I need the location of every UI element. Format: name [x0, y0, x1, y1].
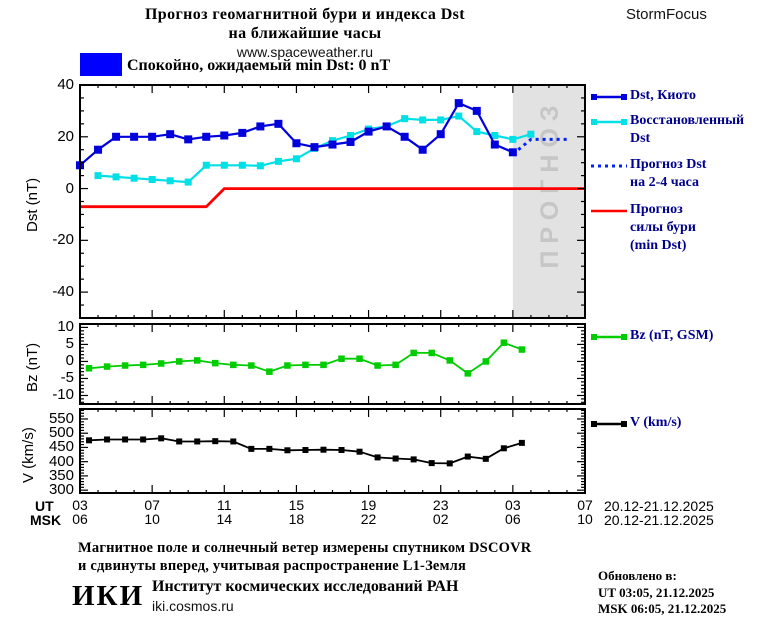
msk-tick-label: 10: [144, 511, 160, 527]
legend-label: (min Dst): [630, 238, 687, 253]
ut-tick-label: 07: [144, 497, 160, 513]
v-ytick-label: 550: [48, 409, 74, 427]
msk-tick-label: 06: [505, 511, 521, 527]
dst-ytick-label: -20: [52, 231, 74, 249]
measurement-note-line1: Магнитное поле и солнечный ветер измерен…: [78, 540, 532, 556]
ut-tick-label: 03: [72, 497, 88, 513]
svg-text:ПРОГНОЗ: ПРОГНОЗ: [536, 98, 564, 268]
dst-ytick-label: -40: [52, 283, 74, 301]
legend-item-v: V (km/s): [591, 414, 681, 432]
updated-msk: MSK 06:05, 21.12.2025: [598, 601, 727, 616]
bz-ytick-label: -10: [52, 386, 74, 404]
legend-item-dst-kyoto: Dst, Киото: [591, 87, 696, 105]
dst-ytick-label: 40: [57, 76, 74, 93]
legend-label: Dst: [630, 131, 651, 146]
institute-site-link[interactable]: iki.cosmos.ru: [152, 598, 234, 614]
measurement-note-line2: и сдвинуты вперед, учитывая распростране…: [78, 558, 467, 574]
dst-restored-line-swatch: [591, 115, 627, 127]
page-title-line1: Прогноз геомагнитной бури и индекса Dst: [144, 6, 466, 23]
dst-forecast-line-swatch: [591, 159, 627, 171]
legend-item-dst-restored: Восстановленный Dst: [591, 112, 744, 148]
updated-label: Обновлено в:: [598, 568, 677, 583]
ut-tick-label: 03: [505, 497, 521, 513]
v-ytick-label: 300: [48, 481, 74, 499]
dst-ytick-label: 20: [57, 127, 74, 145]
msk-tick-label: 10: [577, 511, 593, 527]
ut-tick-label: 23: [432, 497, 449, 513]
institute-name: Институт космических исследований РАН: [152, 578, 459, 595]
bz-ytick-label: -5: [60, 369, 74, 387]
bz-ytick-label: 0: [65, 352, 74, 370]
ut-tick-label: 11: [217, 497, 232, 513]
legend-item-storm-forecast: Прогноз силы бури (min Dst): [591, 201, 696, 255]
msk-date-range: 20.12-21.12.2025: [604, 512, 714, 528]
legend-label: Bz (nT, GSM): [630, 328, 714, 343]
msk-tick-label: 14: [216, 511, 233, 527]
msk-tick-label: 22: [360, 511, 377, 527]
bz-ytick-label: 5: [65, 335, 74, 353]
legend-item-dst-forecast: Прогноз Dst на 2-4 часа: [591, 156, 706, 192]
v-ytick-label: 450: [48, 438, 74, 456]
v-line-swatch: [591, 417, 627, 429]
v-ytick-label: 400: [48, 452, 74, 470]
msk-tick-label: 02: [432, 511, 449, 527]
ut-date-range: 20.12-21.12.2025: [604, 498, 714, 514]
legend-label: Прогноз Dst: [630, 157, 707, 172]
legend-item-bz: Bz (nT, GSM): [591, 327, 713, 345]
msk-row-label: MSK: [30, 512, 62, 528]
legend-label: Восстановленный: [630, 113, 745, 128]
legend-label: на 2-4 часа: [630, 175, 700, 190]
ut-tick-label: 15: [288, 497, 305, 513]
storm-forecast-line-swatch: [591, 204, 627, 216]
dst-ytick-label: 0: [65, 179, 74, 197]
page-title-line2: на ближайшие часы: [228, 25, 382, 42]
dst-kyoto-line-swatch: [591, 90, 627, 102]
ut-tick-label: 19: [360, 497, 377, 513]
legend-label: силы бури: [630, 220, 696, 235]
ut-row-label: UT: [35, 498, 54, 514]
legend-label: Прогноз: [630, 202, 683, 217]
legend-label: Dst, Киото: [630, 88, 696, 103]
legend-label: V (km/s): [630, 415, 682, 430]
bz-line-swatch: [591, 330, 627, 342]
website-link[interactable]: www.spaceweather.ru: [236, 44, 374, 60]
brand-name: StormFocus: [626, 6, 707, 23]
iki-logo: ИКИ: [72, 580, 145, 612]
msk-tick-label: 18: [288, 511, 305, 527]
v-ytick-label: 500: [48, 424, 74, 442]
bz-ytick-label: 10: [57, 318, 74, 336]
storm-level-swatch: [80, 53, 122, 76]
msk-tick-label: 06: [72, 511, 88, 527]
v-ytick-label: 350: [48, 466, 74, 484]
storm-level-text: Спокойно, ожидаемый min Dst: 0 nT: [127, 57, 391, 74]
updated-ut: UT 03:05, 21.12.2025: [598, 585, 715, 600]
ut-tick-label: 07: [577, 497, 593, 513]
